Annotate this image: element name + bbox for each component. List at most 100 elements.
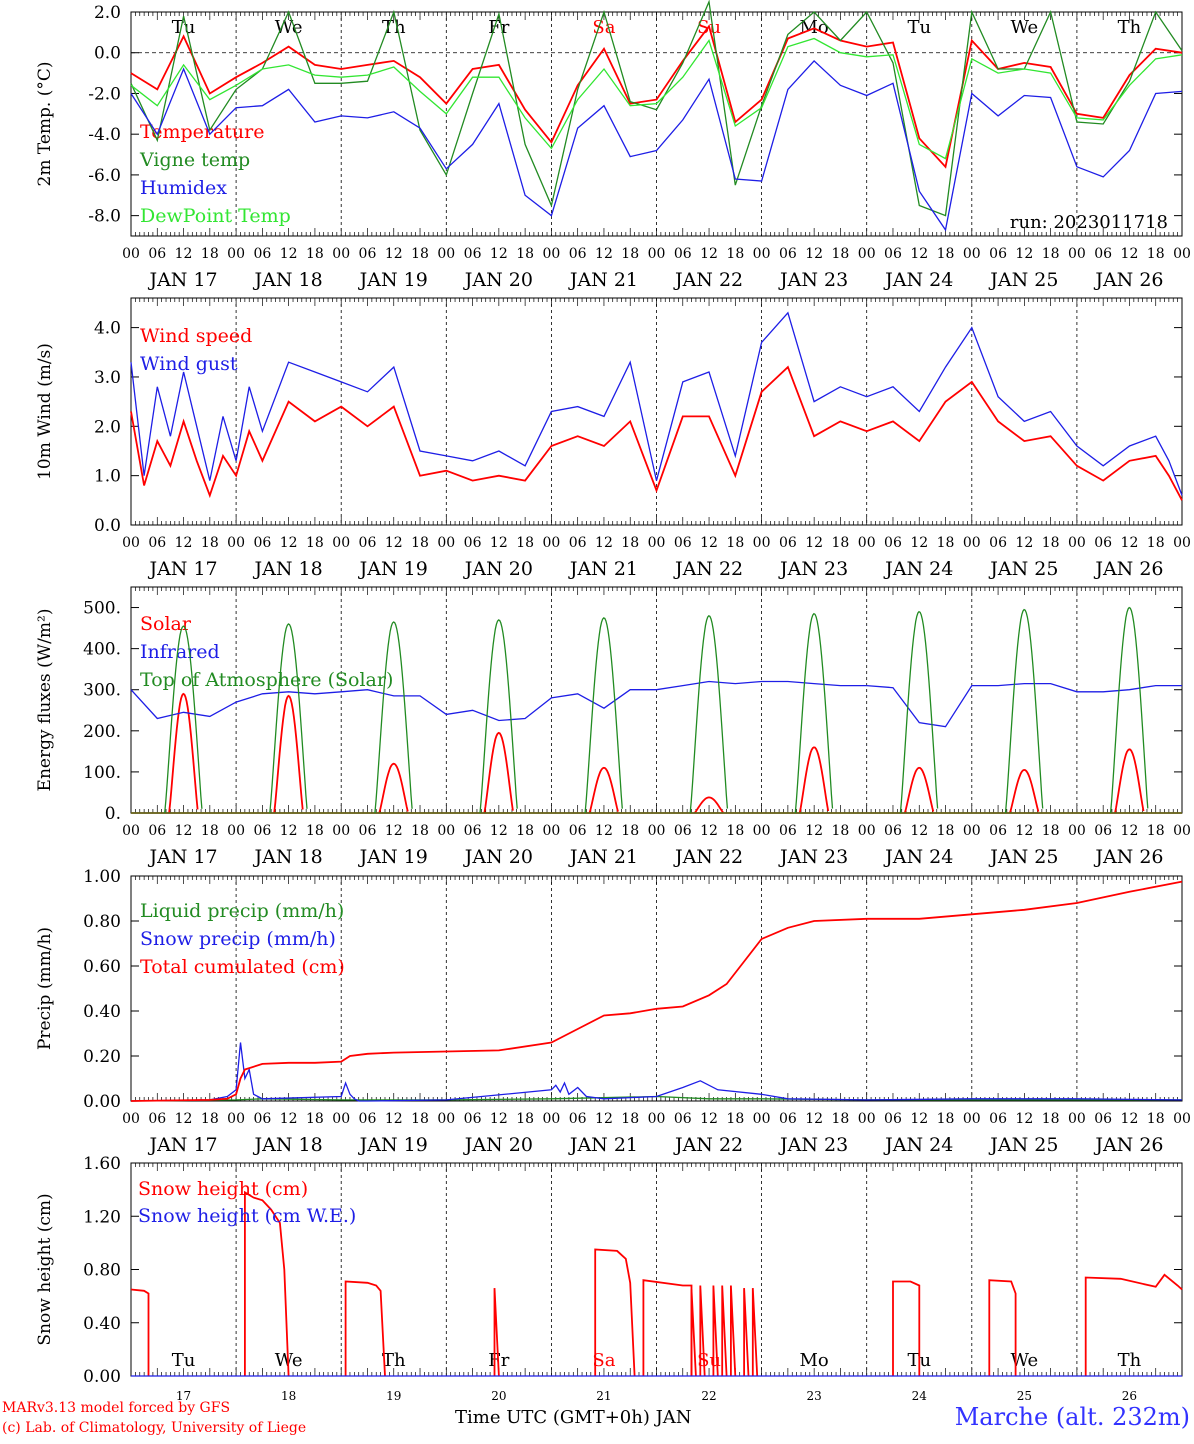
hour-label: 00 [227, 1111, 245, 1127]
hour-label: 18 [621, 823, 639, 839]
date-label: JAN 17 [147, 1134, 217, 1156]
hour-label: 00 [542, 1111, 560, 1127]
hour-label: 18 [621, 246, 639, 262]
weekday-label: Tu [172, 1350, 196, 1371]
hour-label: 06 [884, 823, 902, 839]
weekday-label: Th [382, 1350, 406, 1371]
weekday-label: We [275, 17, 303, 38]
panel-snow: 0.00 0.40 0.80 1.20 1.60 Snow height (cm) 17 18… [35, 1154, 1183, 1403]
hour-label: 18 [832, 1111, 850, 1127]
hour-label: 06 [464, 1111, 482, 1127]
hour-label: 00 [542, 535, 560, 551]
hour-label: 06 [884, 1111, 902, 1127]
series-temp-3-line [130, 37, 1183, 160]
hour-label: 06 [779, 246, 797, 262]
date-label: JAN 23 [778, 846, 848, 868]
hour-label: 00 [437, 1111, 455, 1127]
series-snow-0-segment [699, 1285, 706, 1377]
hour-label: 18 [726, 1111, 744, 1127]
series-snow-0-segment [751, 1288, 759, 1377]
date-label: JAN 24 [883, 269, 953, 291]
x-axis-title: Time UTC (GMT+0h) JAN [455, 1407, 692, 1428]
model-credit: MARv3.13 model forced by GFS [2, 1400, 231, 1416]
hour-label: 12 [595, 1111, 613, 1127]
date-label: JAN 18 [253, 846, 323, 868]
hour-label: 00 [437, 535, 455, 551]
y-tick-label: 2.0 [94, 3, 121, 23]
day-number-label: 23 [807, 1389, 822, 1403]
hour-label: 00 [332, 246, 350, 262]
legend-snow-0: Snow height (cm) [138, 1178, 308, 1200]
legend-snow-1: Snow height (cm W.E.) [138, 1205, 356, 1227]
panel-precip: 0.00 0.20 0.40 0.60 0.80 1.00 Precip (mm/h) 00 0… [35, 867, 1191, 1156]
hour-label: 12 [1121, 1111, 1139, 1127]
hour-label: 00 [648, 823, 666, 839]
y-axis-label: Precip (mm/h) [35, 927, 55, 1050]
hour-label: 06 [884, 246, 902, 262]
hour-label: 18 [621, 535, 639, 551]
run-label: run: 2023011718 [1010, 212, 1168, 233]
hour-label: 00 [1173, 1111, 1191, 1127]
hour-label: 12 [700, 823, 718, 839]
hour-label: 06 [779, 535, 797, 551]
hour-label: 12 [490, 1111, 508, 1127]
legend-precip-0: Liquid precip (mm/h) [140, 900, 344, 922]
date-label: JAN 24 [883, 558, 953, 580]
series-energy-1-line [130, 680, 1182, 728]
hour-label: 06 [569, 823, 587, 839]
hour-label: 12 [910, 823, 928, 839]
hour-label: 12 [805, 535, 823, 551]
hour-label: 00 [122, 246, 140, 262]
hour-label: 12 [175, 246, 193, 262]
series-snow-0-segment [988, 1279, 1017, 1376]
hour-label: 18 [411, 535, 429, 551]
series-energy-2-day [164, 625, 203, 814]
hour-label: 18 [306, 1111, 324, 1127]
y-tick-label: 4.0 [94, 319, 121, 339]
hour-label: 12 [805, 823, 823, 839]
hour-label: 12 [595, 823, 613, 839]
legend-precip-1: Snow precip (mm/h) [140, 928, 336, 950]
panel-temp: 2.0 0.0 -2.0 -4.0 -6.0 -8.0 2m Temp. (°C) 00 06 1… [35, 0, 1191, 291]
y-tick-label: 0.00 [83, 1092, 121, 1112]
hour-label: 00 [122, 823, 140, 839]
series-energy-0-day [588, 766, 619, 814]
y-tick-label: 0.40 [83, 1002, 121, 1022]
series-energy-0-day [1009, 768, 1040, 814]
hour-label: 12 [700, 246, 718, 262]
date-label: JAN 17 [147, 269, 217, 291]
hour-label: 00 [648, 1111, 666, 1127]
legend-temp-2: Humidex [140, 177, 227, 199]
hour-label: 18 [411, 1111, 429, 1127]
hour-label: 06 [148, 1111, 166, 1127]
weekday-label: Mo [800, 1350, 829, 1371]
series-snow-0-segment [130, 1288, 150, 1376]
series-snow-0-segment [721, 1285, 728, 1377]
day-number-label: 18 [281, 1389, 296, 1403]
hour-label: 06 [989, 1111, 1007, 1127]
day-number-label: 22 [701, 1389, 716, 1403]
series-energy-0-day [1114, 748, 1145, 814]
hour-label: 18 [1042, 823, 1060, 839]
hour-label: 18 [1147, 1111, 1165, 1127]
series-snow-0-segment [493, 1288, 500, 1377]
hour-label: 18 [516, 246, 534, 262]
y-tick-label: 500. [83, 599, 121, 619]
hour-label: 00 [963, 1111, 981, 1127]
hour-label: 12 [910, 246, 928, 262]
y-axis-label: 10m Wind (m/s) [35, 343, 55, 480]
hour-label: 00 [963, 535, 981, 551]
day-number-label: 21 [596, 1389, 611, 1403]
series-snow-0-segment [690, 1289, 697, 1377]
hour-label: 00 [1068, 1111, 1086, 1127]
date-label: JAN 26 [1093, 269, 1163, 291]
hour-label: 06 [989, 246, 1007, 262]
legend-temp-1: Vigne temp [139, 149, 250, 171]
date-label: JAN 18 [253, 1134, 323, 1156]
hour-label: 12 [175, 823, 193, 839]
hour-label: 00 [332, 823, 350, 839]
hour-label: 00 [227, 246, 245, 262]
y-axis-label: Energy fluxes (W/m²) [35, 609, 55, 792]
hour-label: 12 [1121, 535, 1139, 551]
